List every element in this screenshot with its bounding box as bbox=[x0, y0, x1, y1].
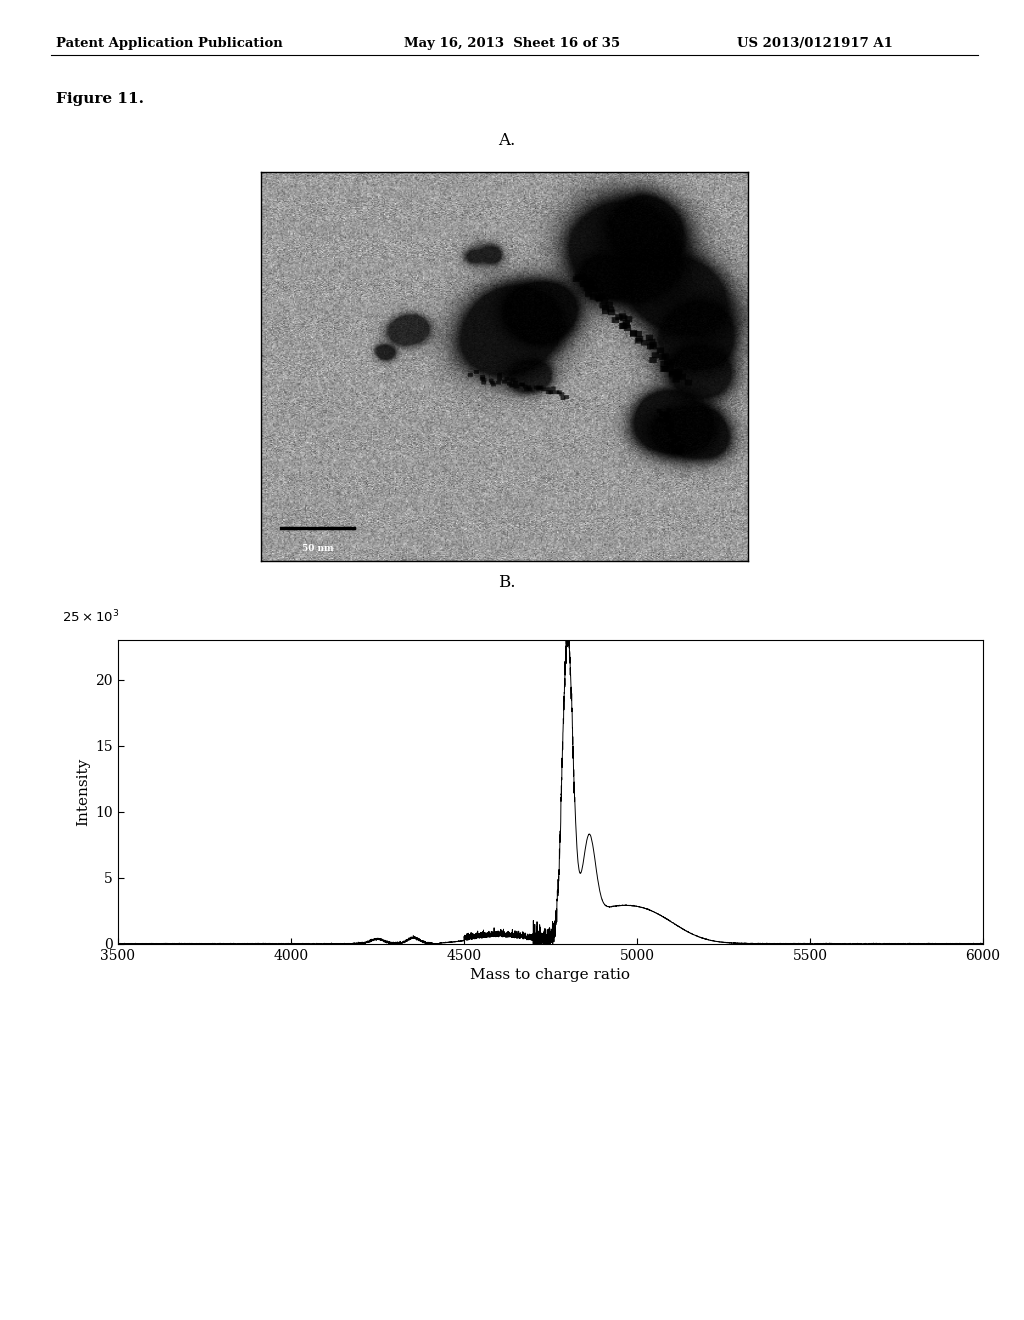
Text: May 16, 2013  Sheet 16 of 35: May 16, 2013 Sheet 16 of 35 bbox=[404, 37, 621, 50]
Text: US 2013/0121917 A1: US 2013/0121917 A1 bbox=[737, 37, 893, 50]
Text: $25\times10^3$: $25\times10^3$ bbox=[61, 609, 119, 626]
Text: B.: B. bbox=[498, 574, 516, 591]
X-axis label: Mass to charge ratio: Mass to charge ratio bbox=[470, 968, 631, 982]
Text: A.: A. bbox=[499, 132, 515, 149]
Text: Patent Application Publication: Patent Application Publication bbox=[56, 37, 283, 50]
Text: 50 nm: 50 nm bbox=[302, 544, 334, 553]
Text: Figure 11.: Figure 11. bbox=[56, 92, 144, 107]
Y-axis label: Intensity: Intensity bbox=[76, 758, 90, 826]
